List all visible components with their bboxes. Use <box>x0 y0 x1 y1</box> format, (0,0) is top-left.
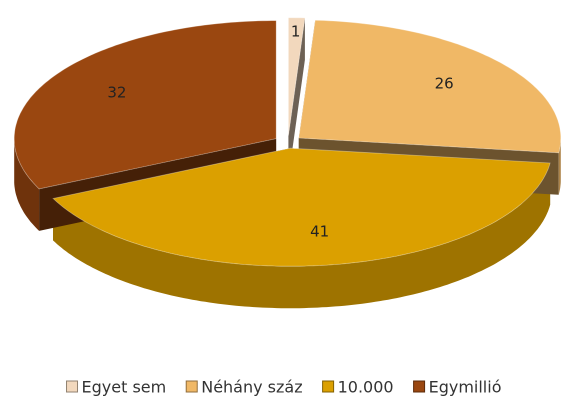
legend: Egyet sem Néhány száz 10.000 Egymillió <box>66 378 502 397</box>
slice-wall <box>14 138 40 231</box>
legend-label: Néhány száz <box>201 378 302 397</box>
legend-label: Egyet sem <box>82 378 167 397</box>
data-label: 26 <box>435 74 454 92</box>
legend-swatch <box>322 380 335 393</box>
pie-slice <box>298 19 562 154</box>
data-label: 41 <box>310 223 329 241</box>
pie-slice <box>288 17 306 136</box>
slice-wall <box>53 163 551 309</box>
legend-label: Egymillió <box>429 378 502 397</box>
data-label: 1 <box>291 22 301 40</box>
pie-tops <box>13 17 562 267</box>
pie-slice <box>52 147 551 267</box>
legend-swatch <box>66 380 79 393</box>
slice-edge <box>288 17 305 178</box>
data-label: 32 <box>107 84 126 102</box>
legend-label: 10.000 <box>338 378 394 397</box>
pie-slice <box>13 20 277 190</box>
legend-swatch <box>185 380 198 393</box>
legend-swatch <box>413 380 426 393</box>
slice-wall <box>558 138 561 195</box>
